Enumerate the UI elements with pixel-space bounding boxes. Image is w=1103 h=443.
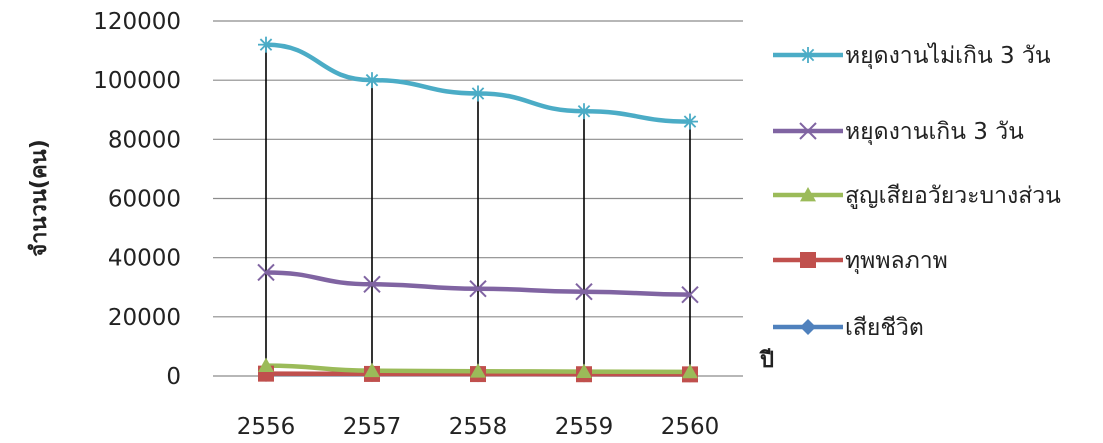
- y-axis-title: จำนวน(คน): [27, 139, 52, 257]
- x-tick-label: 2560: [661, 414, 720, 440]
- x-tick-label: 2558: [449, 414, 508, 440]
- data-point: [364, 72, 380, 89]
- y-tick-label: 20000: [108, 305, 181, 331]
- legend-item: สูญเสียอวัยวะบางส่วน: [773, 183, 1061, 209]
- y-tick-label: 120000: [93, 9, 181, 35]
- legend-item: ทุพพลภาพ: [773, 248, 948, 274]
- data-point: [800, 252, 816, 268]
- data-point: [257, 263, 275, 282]
- legend-label: เสียชีวิต: [845, 315, 924, 341]
- y-tick-label: 40000: [108, 246, 181, 272]
- y-tick-label: 0: [166, 364, 181, 390]
- data-point: [576, 363, 592, 378]
- y-tick-label: 100000: [93, 68, 181, 94]
- legend: หยุดงานไม่เกิน 3 วันหยุดงานเกิน 3 วันสูญ…: [773, 42, 1061, 341]
- data-point: [681, 285, 699, 304]
- legend-label: สูญเสียอวัยวะบางส่วน: [845, 183, 1061, 209]
- data-point: [363, 275, 381, 293]
- data-point: [470, 85, 486, 102]
- x-tick-label: 2556: [237, 414, 296, 440]
- legend-item: หยุดงานไม่เกิน 3 วัน: [773, 42, 1051, 69]
- data-point: [258, 36, 274, 53]
- legend-label: หยุดงานไม่เกิน 3 วัน: [845, 42, 1051, 69]
- x-tick-label: 2557: [343, 414, 402, 440]
- data-point: [800, 319, 816, 335]
- data-point: [575, 282, 593, 301]
- legend-label: หยุดงานเกิน 3 วัน: [845, 119, 1024, 145]
- data-point: [682, 363, 698, 379]
- data-point: [576, 103, 592, 120]
- x-tick-label: 2559: [555, 414, 614, 440]
- data-point: [469, 280, 487, 298]
- legend-item: หยุดงานเกิน 3 วัน: [773, 119, 1024, 145]
- y-tick-label: 60000: [108, 187, 181, 213]
- legend-label: ทุพพลภาพ: [845, 248, 948, 274]
- legend-item: เสียชีวิต: [773, 315, 924, 341]
- y-axis-ticks: 0 20000 40000 60000 80000 100000 120000: [93, 9, 181, 390]
- data-point: [364, 362, 380, 378]
- y-tick-label: 80000: [108, 127, 181, 153]
- data-point: [800, 187, 816, 202]
- data-point: [800, 47, 816, 63]
- data-point: [682, 113, 698, 130]
- x-axis-ticks: 2556 2557 2558 2559 2560: [237, 414, 720, 440]
- data-point: [799, 122, 817, 140]
- drop-lines: [265, 44, 691, 375]
- data-point: [258, 357, 274, 373]
- series-markers: [257, 36, 699, 383]
- x-axis-title: ปี: [759, 348, 774, 373]
- data-point: [470, 363, 486, 378]
